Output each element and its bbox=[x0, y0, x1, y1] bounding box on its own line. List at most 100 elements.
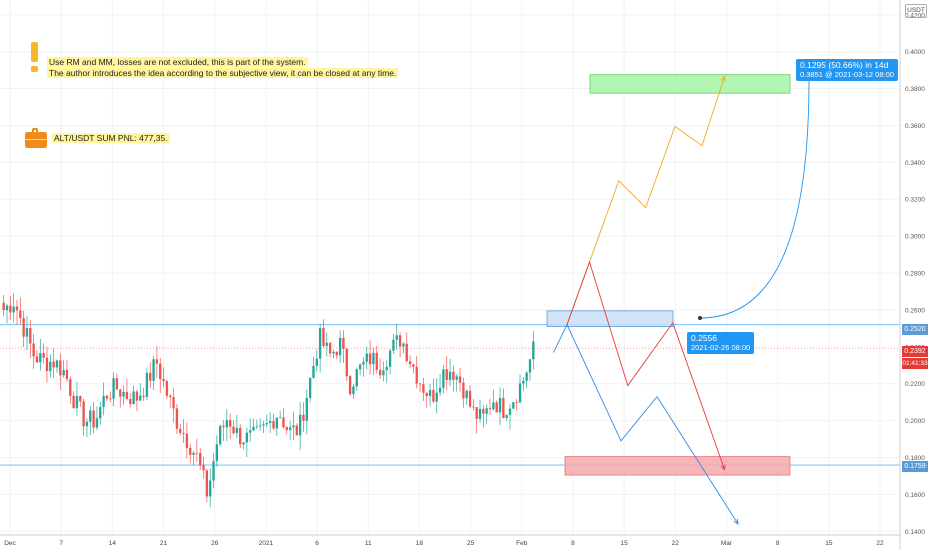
candle-body bbox=[425, 392, 428, 397]
candle-body bbox=[282, 417, 285, 428]
candle-body bbox=[55, 360, 59, 368]
candle-body bbox=[348, 376, 352, 395]
candle-body bbox=[335, 351, 338, 356]
candle-body bbox=[532, 341, 535, 360]
briefcase-icon bbox=[25, 128, 47, 148]
projections bbox=[553, 75, 739, 525]
candle-body bbox=[308, 377, 312, 398]
candle-body bbox=[468, 390, 472, 407]
x-tick-label: 26 bbox=[211, 540, 219, 547]
y-tick-label: 0.1600 bbox=[905, 492, 925, 499]
candle-body bbox=[25, 327, 29, 337]
x-tick-label: 22 bbox=[672, 540, 680, 547]
measure-end-tag[interactable]: 0.1295 (50.66%) in 14d 0.3851 @ 2021-03-… bbox=[796, 59, 898, 81]
candle-body bbox=[195, 452, 199, 454]
candle-body bbox=[295, 425, 298, 436]
candles bbox=[2, 293, 535, 508]
candle-body bbox=[518, 383, 522, 403]
candle-body bbox=[492, 402, 495, 410]
candle-body bbox=[288, 427, 292, 430]
zone-breakout bbox=[546, 310, 674, 327]
y-tick-label: 0.3000 bbox=[905, 234, 925, 241]
candle-body bbox=[82, 401, 85, 427]
candle-body bbox=[398, 335, 402, 347]
warning-icon bbox=[31, 42, 38, 62]
candle-body bbox=[19, 310, 22, 319]
candle-body bbox=[268, 420, 272, 424]
candle-body bbox=[225, 420, 229, 428]
x-tick-label: Mar bbox=[721, 540, 733, 547]
candle-body bbox=[132, 391, 135, 405]
candle-body bbox=[412, 364, 415, 367]
candle-body bbox=[465, 390, 468, 399]
candle-body bbox=[182, 432, 185, 434]
candle-body bbox=[12, 306, 15, 313]
candle-body bbox=[52, 361, 55, 368]
pnl-text: ALT/USDT SUM PNL: 477,35. bbox=[52, 133, 170, 144]
candle-body bbox=[69, 379, 72, 396]
candle-body bbox=[205, 470, 209, 497]
candle-body bbox=[192, 452, 195, 455]
candle-body bbox=[408, 361, 412, 365]
x-tick-label: 8 bbox=[776, 540, 780, 547]
countdown-label: 01:41:33 bbox=[902, 358, 928, 369]
candle-body bbox=[512, 402, 515, 409]
candle-body bbox=[428, 390, 432, 397]
candle-body bbox=[229, 420, 232, 427]
measure-curve bbox=[699, 79, 810, 319]
x-tick-label: 11 bbox=[365, 540, 372, 547]
x-tick-label: 2021 bbox=[259, 540, 274, 547]
candle-body bbox=[119, 389, 122, 397]
candle-body bbox=[9, 305, 12, 313]
candle-body bbox=[498, 398, 502, 413]
candle-body bbox=[102, 395, 105, 407]
currency-badge[interactable]: USDT bbox=[905, 4, 927, 18]
candle-body bbox=[42, 353, 45, 358]
candle-body bbox=[362, 361, 365, 365]
candle-body bbox=[338, 337, 342, 356]
candle-body bbox=[435, 392, 438, 402]
candle-body bbox=[458, 376, 462, 383]
y-tick-label: 0.1400 bbox=[905, 529, 925, 536]
candle-body bbox=[382, 370, 385, 376]
candle-body bbox=[358, 364, 362, 370]
candle-body bbox=[298, 414, 302, 436]
x-tick-label: 6 bbox=[315, 540, 319, 547]
candle-body bbox=[72, 395, 75, 409]
candle-body bbox=[99, 406, 102, 419]
candle-body bbox=[109, 398, 112, 400]
x-tick-label: Dec bbox=[4, 540, 16, 547]
candle-body bbox=[245, 432, 249, 443]
candle-body bbox=[235, 428, 239, 434]
candle-body bbox=[528, 359, 532, 373]
candle-body bbox=[272, 420, 275, 429]
candle-body bbox=[39, 353, 42, 363]
y-tick-label: 0.3200 bbox=[905, 197, 925, 204]
candle-body bbox=[455, 376, 458, 380]
candle-body bbox=[122, 392, 125, 397]
levels bbox=[0, 324, 900, 466]
candle-body bbox=[312, 365, 315, 378]
measure-start-tag[interactable]: 0.2556 2021-02-26 08:00 bbox=[687, 332, 755, 354]
candle-body bbox=[139, 395, 142, 401]
candle-body bbox=[328, 342, 332, 354]
candle-body bbox=[219, 425, 222, 445]
y-tick-label: 0.1800 bbox=[905, 455, 925, 462]
y-tick-label: 0.2000 bbox=[905, 418, 925, 425]
candle-body bbox=[305, 397, 308, 421]
candle-body bbox=[278, 417, 282, 419]
candle-body bbox=[392, 339, 395, 351]
candle-body bbox=[378, 369, 382, 376]
candle-body bbox=[495, 402, 498, 413]
support-price-label: 0.1759 bbox=[902, 461, 928, 472]
candle-body bbox=[22, 318, 25, 337]
y-tick-label: 0.2800 bbox=[905, 271, 925, 278]
y-tick-label: 0.3800 bbox=[905, 86, 925, 93]
candle-body bbox=[209, 480, 212, 497]
last-price-label: 0.2392 bbox=[902, 346, 928, 357]
candle-body bbox=[5, 305, 9, 311]
candle-body bbox=[162, 379, 165, 382]
measure-tool bbox=[698, 77, 811, 321]
